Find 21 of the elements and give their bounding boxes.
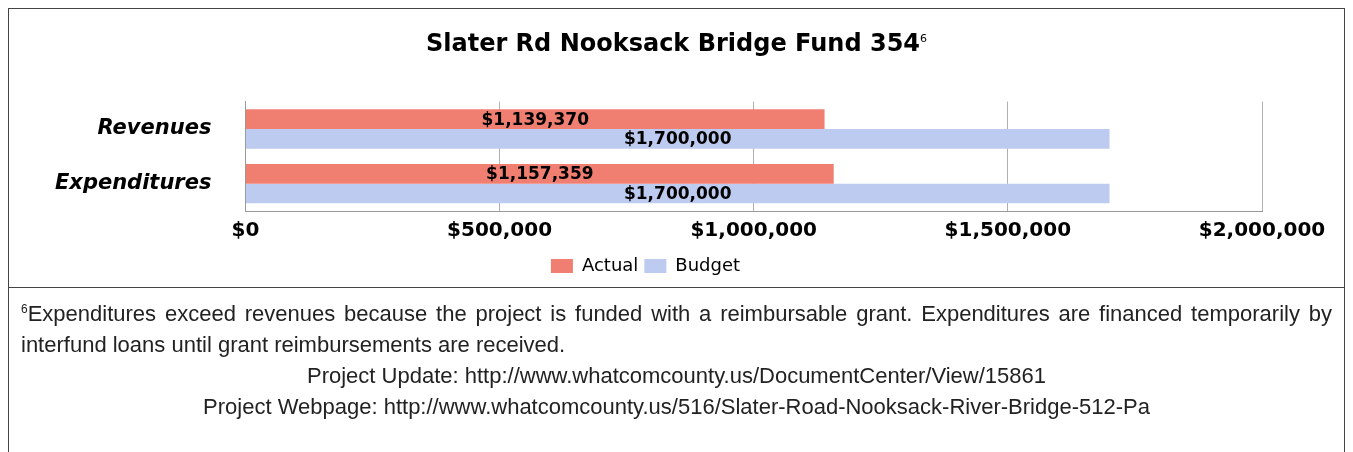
y-tick-label: Revenues (97, 115, 212, 140)
x-tick-label: $1,000,000 (690, 217, 817, 242)
bar (245, 109, 825, 129)
chart-title: Slater Rd Nooksack Bridge Fund 354$^{6}$ (424, 28, 929, 59)
x-tick-label: $500,000 (447, 217, 553, 242)
bar (245, 183, 1110, 204)
text: Project Update: http://www.whatcomcounty.us/DocumentCenter/View/15861 (306, 362, 1047, 391)
bar (245, 163, 834, 184)
bar (245, 128, 1110, 149)
text: $^{6}$Expenditures exceed revenues because the project is funded with a reimbursable grant. Expenditures are financed temporarily by interfund loans until grant reimbursements are received. (21, 300, 1332, 360)
x-tick-label: $2,000,000 (1198, 217, 1326, 242)
data-label: $1,700,000 (623, 182, 732, 203)
legend-label: Actual (581, 253, 639, 275)
x-tick-label: $1,500,000 (944, 217, 1072, 242)
data-label: $1,157,359 (486, 163, 594, 184)
data-label: $1,700,000 (623, 128, 732, 149)
x-tick-label: $0 (231, 217, 260, 242)
legend-label: Budget (675, 253, 741, 275)
data-label: $1,139,370 (481, 108, 590, 129)
y-tick-label: Expenditures (55, 170, 212, 195)
text: Project Webpage: http://www.whatcomcounty.us/516/Slater-Road-Nooksack-River-Bridge-512-Pa (202, 393, 1151, 422)
